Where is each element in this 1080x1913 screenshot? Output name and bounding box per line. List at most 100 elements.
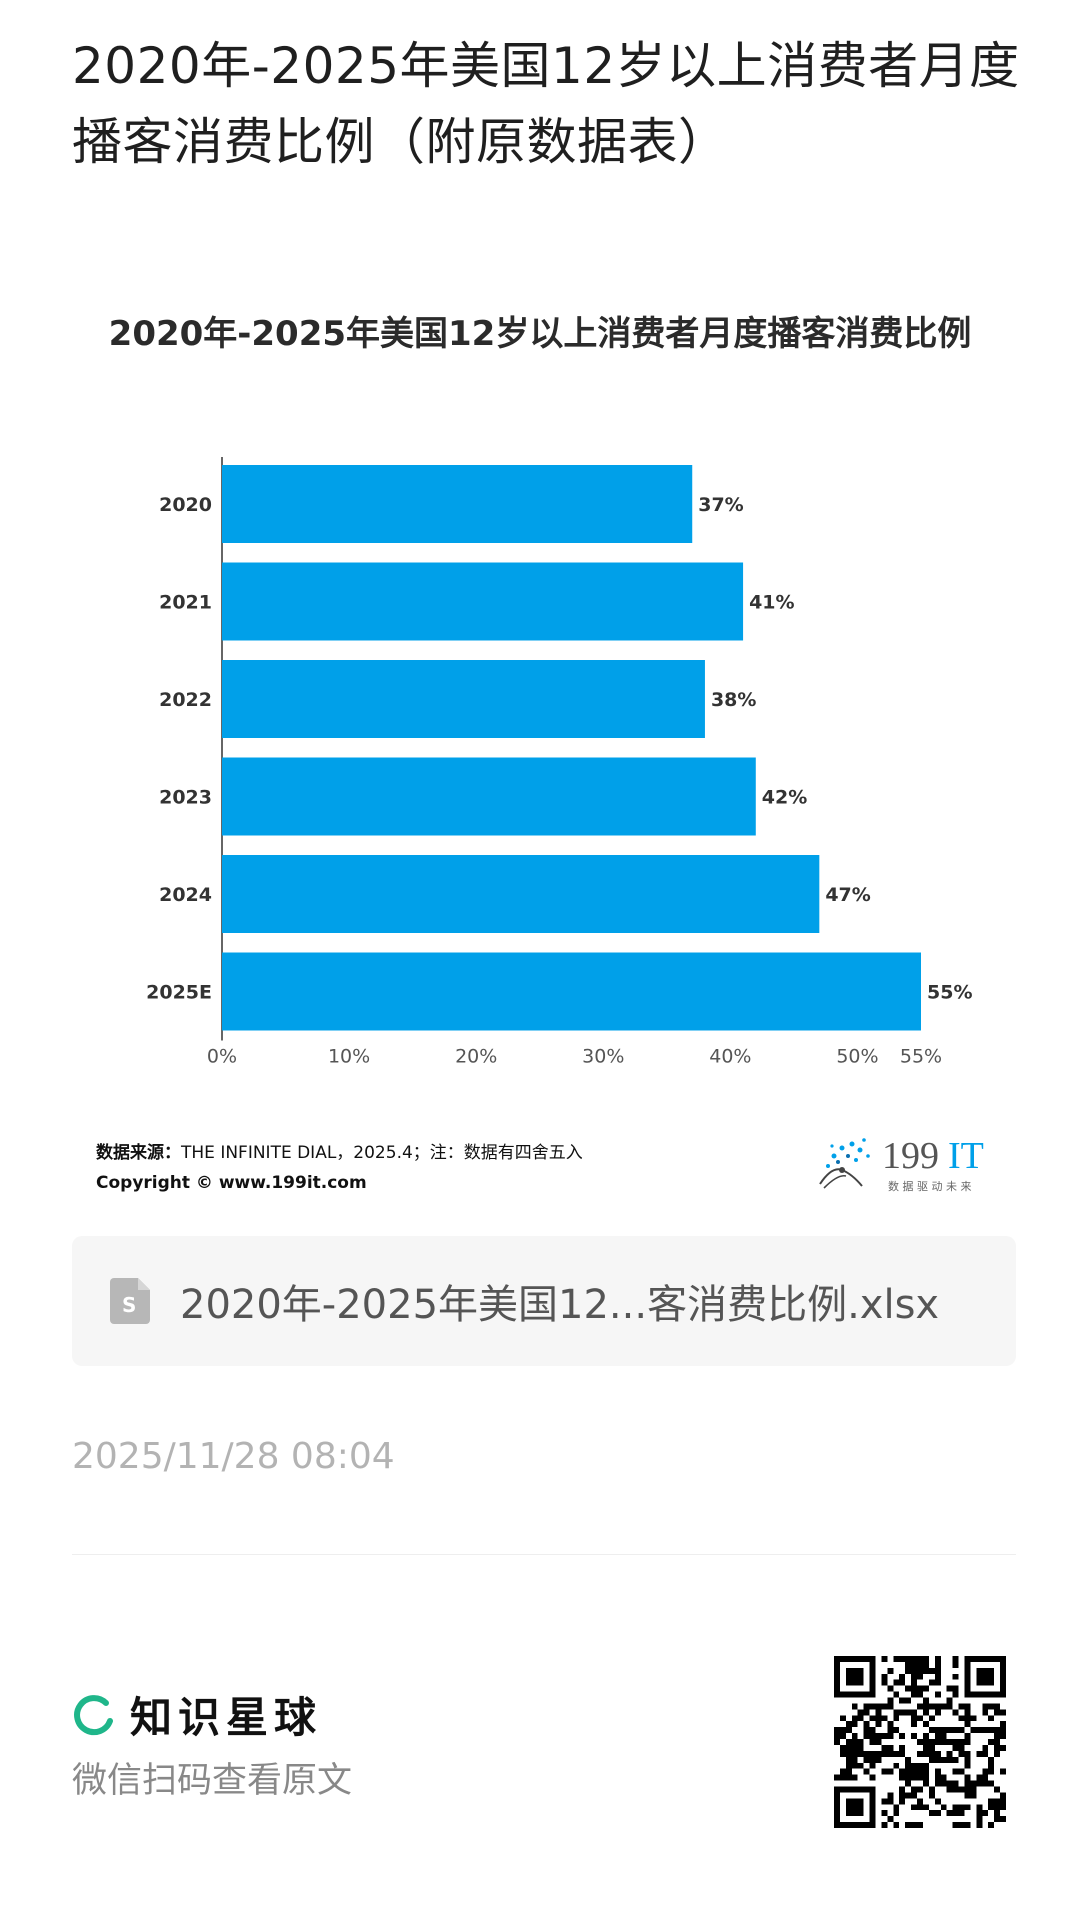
qr-module: [893, 1762, 900, 1769]
value-label: 41%: [749, 592, 794, 614]
qr-module: [940, 1739, 947, 1745]
chart-title: 2020年-2025年美国12岁以上消费者月度播客消费比例: [108, 314, 972, 354]
qr-module: [917, 1715, 923, 1722]
qr-module: [869, 1703, 876, 1710]
qr-module: [982, 1727, 989, 1734]
qr-module: [839, 1727, 846, 1734]
qr-module: [1000, 1709, 1006, 1716]
qr-module: [839, 1733, 846, 1740]
qr-module: [839, 1768, 846, 1775]
qr-module: [845, 1691, 852, 1698]
qr-module: [851, 1715, 858, 1722]
source-block: 数据来源：THE INFINITE DIAL，2025.4；注：数据有四舍五入 …: [96, 1138, 583, 1198]
qr-module: [857, 1804, 864, 1811]
qr-module: [964, 1762, 971, 1769]
qr-module: [845, 1822, 852, 1828]
qr-module: [917, 1786, 923, 1793]
qr-module: [905, 1697, 912, 1704]
attachment-card[interactable]: S 2020年-2025年美国12...客消费比例.xlsx: [72, 1236, 1016, 1366]
qr-module: [922, 1661, 929, 1668]
qr-module: [976, 1804, 983, 1811]
value-label: 47%: [825, 884, 870, 906]
qr-module: [857, 1673, 864, 1680]
qr-module: [845, 1810, 852, 1817]
qr-module: [845, 1804, 852, 1811]
qr-module: [839, 1691, 846, 1698]
qr-module: [851, 1679, 858, 1686]
bar-2023: [222, 757, 756, 836]
qr-module: [863, 1756, 870, 1763]
qr-module: [863, 1656, 870, 1662]
qr-module: [976, 1750, 983, 1757]
qr-module: [905, 1768, 912, 1775]
qr-module: [851, 1656, 858, 1662]
qr-module: [988, 1804, 995, 1811]
qr-module: [845, 1756, 852, 1763]
qr-module: [917, 1656, 923, 1662]
qr-module: [857, 1786, 864, 1793]
qr-module: [899, 1768, 906, 1775]
qr-module: [851, 1786, 858, 1793]
bar-2022: [222, 660, 705, 738]
qr-module: [881, 1810, 888, 1817]
qr-module: [1000, 1685, 1006, 1692]
qr-module: [922, 1780, 929, 1787]
qr-module: [946, 1750, 953, 1757]
qr-module: [976, 1673, 983, 1680]
qr-module: [834, 1691, 840, 1698]
qr-module: [893, 1709, 900, 1716]
qr-module: [994, 1656, 1001, 1662]
qr-module: [839, 1822, 846, 1828]
qr-module: [934, 1703, 941, 1710]
qr-module: [893, 1804, 900, 1811]
qr-module: [928, 1744, 935, 1751]
qr-module: [839, 1744, 846, 1751]
qr-module: [893, 1810, 900, 1817]
qr-module: [911, 1685, 918, 1692]
qr-module: [952, 1727, 959, 1734]
qr-module: [851, 1733, 858, 1740]
qr-module: [946, 1756, 953, 1763]
qr-module: [899, 1733, 906, 1740]
qr-module: [851, 1762, 858, 1769]
qr-module: [964, 1804, 971, 1811]
qr-module: [982, 1673, 989, 1680]
qr-module: [887, 1744, 894, 1751]
qr-module: [845, 1786, 852, 1793]
qr-module: [994, 1739, 1001, 1745]
qr-module: [976, 1816, 983, 1823]
qr-module: [922, 1739, 929, 1745]
x-tick-label: 20%: [455, 1046, 497, 1068]
category-label: 2025E: [146, 982, 212, 1004]
qr-module: [917, 1685, 923, 1692]
qr-module: [869, 1792, 876, 1799]
qr-module: [857, 1691, 864, 1698]
qr-module: [970, 1715, 977, 1722]
qr-module: [952, 1804, 959, 1811]
x-tick-label: 0%: [207, 1046, 237, 1068]
qr-code[interactable]: [834, 1656, 1006, 1828]
qr-module: [952, 1661, 959, 1668]
qr-module: [851, 1721, 858, 1728]
qr-module: [934, 1656, 941, 1662]
attachment-file-name[interactable]: 2020年-2025年美国12...客消费比例.xlsx: [180, 1282, 940, 1328]
qr-module: [940, 1727, 947, 1734]
qr-module: [845, 1727, 852, 1734]
qr-module: [887, 1697, 894, 1704]
qr-module: [982, 1656, 989, 1662]
qr-module: [869, 1774, 876, 1781]
qr-module: [1000, 1661, 1006, 1668]
qr-module: [964, 1774, 971, 1781]
qr-module: [899, 1697, 906, 1704]
qr-module: [845, 1679, 852, 1686]
qr-module: [1000, 1727, 1006, 1734]
qr-module: [893, 1715, 900, 1722]
qr-module: [869, 1810, 876, 1817]
qr-module: [911, 1721, 918, 1728]
qr-module: [851, 1691, 858, 1698]
qr-module: [881, 1679, 888, 1686]
qr-module: [1000, 1721, 1006, 1728]
qr-module: [982, 1810, 989, 1817]
qr-module: [982, 1679, 989, 1686]
brand-name-it: IT: [948, 1135, 984, 1177]
